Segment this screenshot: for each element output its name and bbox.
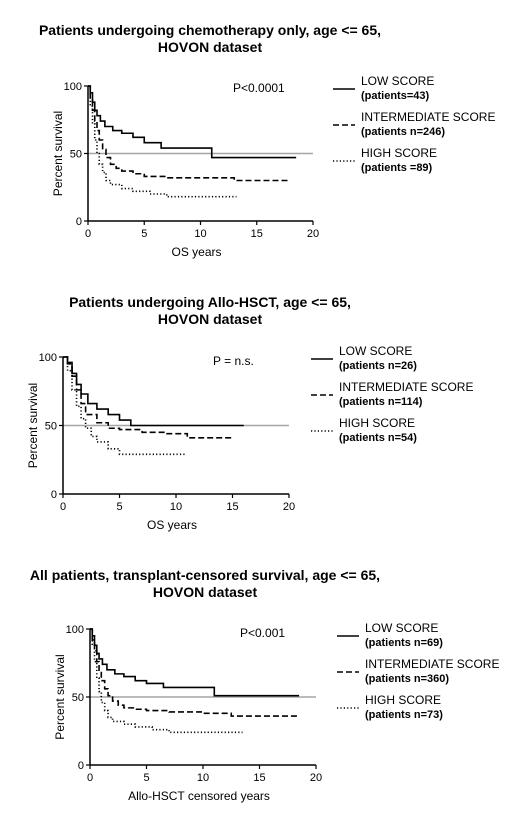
chart-title-line2: HOVON dataset <box>157 311 263 327</box>
legend-label: HIGH SCORE <box>361 146 437 160</box>
x-tick-label: 10 <box>170 501 182 513</box>
survival-chart-2: 0 5 10 15 20 0 50 100 OS years Percent survival P … <box>26 344 473 532</box>
y-tick-label: 100 <box>39 352 57 364</box>
legend-count: (patients n=69) <box>365 637 443 649</box>
legend-count: (patients n=54) <box>339 432 417 444</box>
legend-label: LOW SCORE <box>365 621 438 635</box>
chart-title-line2: HOVON dataset <box>157 39 263 55</box>
x-axis-label: OS years <box>147 518 197 532</box>
series-line-low-score <box>88 85 297 159</box>
y-tick-label: 50 <box>72 692 84 704</box>
legend-count: (patients n=73) <box>365 709 443 721</box>
x-tick-label: 5 <box>141 228 147 240</box>
y-axis-label: Percent survival <box>26 383 40 468</box>
legend-label: INTERMEDIATE SCORE <box>361 110 495 124</box>
legend-label: HIGH SCORE <box>365 693 441 707</box>
x-tick-label: 20 <box>307 228 319 240</box>
chart-title: Patients undergoing chemotherapy only, a… <box>0 22 420 56</box>
y-tick-label: 100 <box>64 81 82 93</box>
series-line-intermediate-score <box>88 85 291 182</box>
chart-panel-3: All patients, transplant-censored surviv… <box>0 545 520 825</box>
survival-chart-1: 0 5 10 15 20 0 50 100 OS years Percent survival P<… <box>51 74 495 259</box>
chart-panel-1: Patients undergoing chemotherapy only, a… <box>0 0 520 270</box>
legend-label: INTERMEDIATE SCORE <box>339 380 473 394</box>
chart-title-line1: Patients undergoing Allo-HSCT, age <= 65… <box>69 294 351 310</box>
chart-title-line2: HOVON dataset <box>152 584 258 600</box>
x-axis-label: OS years <box>171 245 221 259</box>
x-tick-label: 20 <box>310 772 322 784</box>
y-tick-label: 50 <box>45 421 57 433</box>
y-axis-label: Percent survival <box>53 654 67 739</box>
legend-label: INTERMEDIATE SCORE <box>365 657 499 671</box>
x-tick-label: 15 <box>253 772 265 784</box>
legend-count: (patients n=360) <box>365 673 449 685</box>
survival-chart-3: 0 5 10 15 20 0 50 100 Allo-HSCT censored years Pe… <box>53 621 499 803</box>
chart-title-line1: Patients undergoing chemotherapy only, a… <box>38 22 382 38</box>
chart-title-line1: All patients, transplant-censored surviv… <box>29 567 381 583</box>
x-axis-label: Allo-HSCT censored years <box>128 789 270 803</box>
x-tick-label: 0 <box>85 228 91 240</box>
series-line-high-score <box>63 356 186 456</box>
legend-count: (patients =89) <box>361 162 433 174</box>
x-tick-label: 5 <box>116 501 122 513</box>
chart-title: Patients undergoing Allo-HSCT, age <= 65… <box>0 294 420 328</box>
legend-label: HIGH SCORE <box>339 416 415 430</box>
x-tick-label: 10 <box>194 228 206 240</box>
x-tick-label: 0 <box>87 772 93 784</box>
y-tick-label: 0 <box>78 760 84 772</box>
x-tick-label: 5 <box>143 772 149 784</box>
p-value: P<0.0001 <box>233 81 285 95</box>
y-tick-label: 100 <box>66 624 84 636</box>
y-axis-label: Percent survival <box>51 111 65 196</box>
x-tick-label: 15 <box>226 501 238 513</box>
legend-count: (patients=43) <box>361 90 429 102</box>
legend-count: (patients n=246) <box>361 126 445 138</box>
legend-count: (patients n=114) <box>339 396 423 408</box>
series-line-low-score <box>63 356 244 427</box>
x-tick-label: 20 <box>283 501 295 513</box>
legend-label: LOW SCORE <box>339 344 412 358</box>
x-tick-label: 15 <box>251 228 263 240</box>
y-tick-label: 50 <box>70 149 82 161</box>
chart-title: All patients, transplant-censored surviv… <box>0 567 410 601</box>
series-line-high-score <box>88 85 237 198</box>
series-line-intermediate-score <box>90 628 300 717</box>
p-value: P = n.s. <box>213 354 254 368</box>
series-line-high-score <box>90 628 243 734</box>
p-value: P<0.001 <box>240 626 285 640</box>
legend-label: LOW SCORE <box>361 74 434 88</box>
x-tick-label: 0 <box>60 501 66 513</box>
x-tick-label: 10 <box>197 772 209 784</box>
y-tick-label: 0 <box>76 216 82 228</box>
y-tick-label: 0 <box>51 489 57 501</box>
chart-panel-2: Patients undergoing Allo-HSCT, age <= 65… <box>0 270 520 545</box>
legend-count: (patients n=26) <box>339 360 417 372</box>
